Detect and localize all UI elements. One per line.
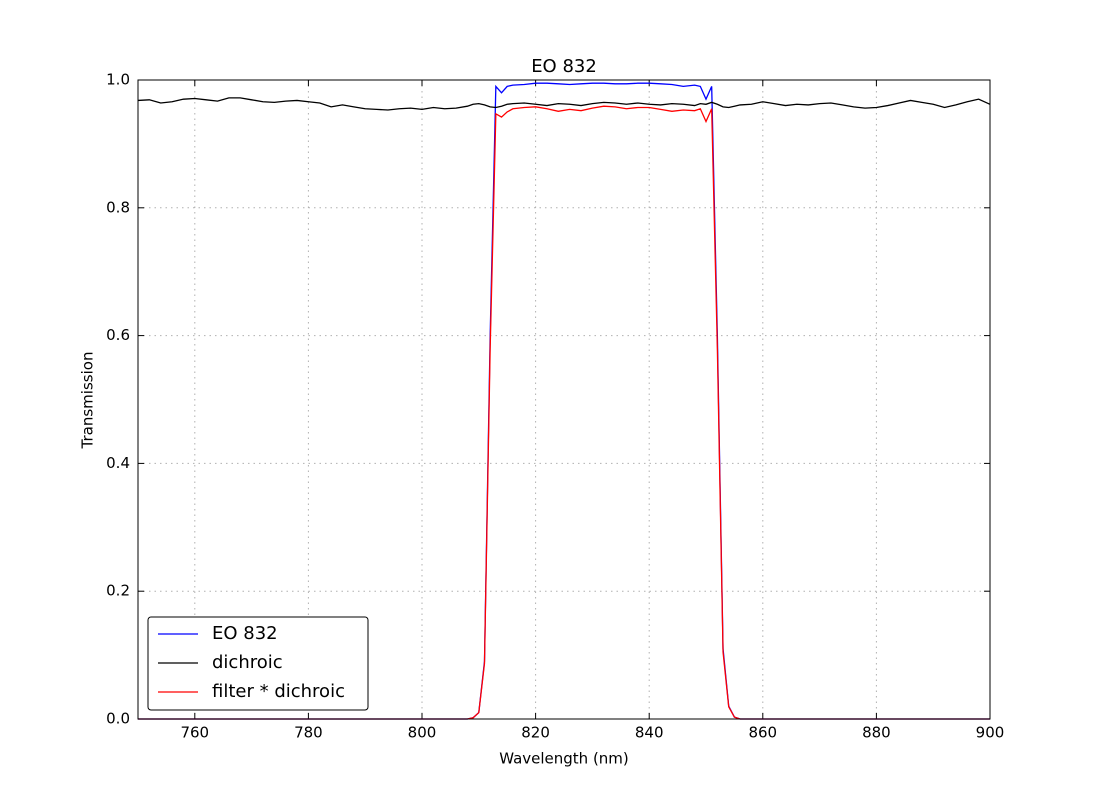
legend-box (147, 616, 369, 711)
x-tick-label: 880 (862, 724, 891, 742)
chart-title: EO 832 (531, 56, 597, 77)
y-tick-label: 1.0 (106, 71, 130, 89)
x-tick-label: 860 (748, 724, 777, 742)
x-tick-label: 820 (521, 724, 550, 742)
y-axis-label: Transmission (79, 352, 97, 450)
y-tick-label: 0.8 (106, 198, 130, 216)
legend-label: filter * dichroic (212, 681, 345, 702)
plot-frame (137, 79, 991, 720)
legend-label: dichroic (212, 652, 283, 673)
y-tick-label: 0.6 (106, 326, 130, 344)
x-tick-label: 760 (180, 724, 209, 742)
x-axis-label: Wavelength (nm) (499, 750, 629, 768)
y-tick-label: 0.4 (106, 454, 130, 472)
series-line (138, 97, 990, 111)
x-tick-label: 900 (976, 724, 1005, 742)
y-tick-label: 0.0 (106, 710, 130, 728)
x-tick-label: 840 (635, 724, 664, 742)
legend-label: EO 832 (212, 623, 278, 644)
y-tick-label: 0.2 (106, 582, 130, 600)
x-tick-label: 800 (408, 724, 437, 742)
x-tick-label: 780 (294, 724, 323, 742)
